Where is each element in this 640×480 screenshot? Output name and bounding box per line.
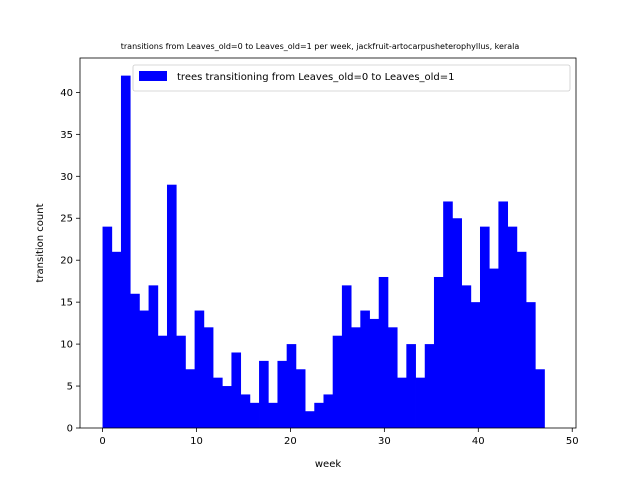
bar-week-bin-33: [406, 344, 416, 428]
legend-box: [132, 64, 571, 92]
y-tick-label: 25: [60, 214, 73, 225]
x-tick-label: 10: [190, 436, 203, 447]
bar-week-bin-24: [323, 394, 334, 428]
bar-week-bin-28: [360, 310, 370, 428]
bar-week-bin-31: [387, 327, 398, 428]
bar-week-bin-35: [424, 344, 435, 428]
y-tick-label: 40: [60, 88, 73, 99]
bar-week-bin-41: [479, 226, 490, 428]
bars-group: [102, 75, 545, 428]
y-axis-label: transition count: [35, 203, 46, 282]
bar-week-bin-18: [268, 402, 278, 428]
y-tick-label: 35: [60, 130, 73, 141]
bar-week-bin-4: [139, 310, 149, 428]
bar-week-bin-30: [378, 276, 389, 428]
x-tick-label: 50: [566, 436, 579, 447]
x-axis-label: week: [315, 459, 341, 470]
bar-week-bin-45: [516, 251, 527, 428]
bar-week-bin-16: [249, 402, 260, 428]
bar-week-bin-14: [231, 352, 242, 428]
bar-week-bin-42: [489, 268, 499, 428]
bar-week-bin-12: [213, 377, 223, 428]
y-tick-label: 5: [67, 382, 73, 393]
legend: trees transitioning from Leaves_old=0 to…: [132, 64, 571, 92]
bar-week-bin-22: [305, 411, 315, 428]
bar-week-bin-9: [185, 369, 196, 428]
bar-week-bin-43: [498, 201, 509, 428]
bar-week-bin-32: [397, 377, 407, 428]
y-axis-ticks: 0 5 10 15 20 25 30 35 40: [60, 88, 80, 435]
bar-week-bin-3: [130, 293, 140, 428]
bar-week-bin-21: [295, 369, 306, 428]
bar-week-bin-46: [526, 302, 536, 428]
legend-label: trees transitioning from Leaves_old=0 to…: [177, 72, 455, 83]
bar-week-bin-25: [332, 335, 343, 428]
legend-swatch: [139, 71, 167, 81]
plot-frame: [79, 57, 577, 429]
x-axis-ticks: 0 10 20 30 40 50: [99, 428, 579, 447]
x-tick-label: 30: [378, 436, 391, 447]
bar-week-bin-20: [286, 344, 297, 428]
bar-week-bin-26: [341, 285, 352, 428]
bar-week-bin-10: [194, 310, 205, 428]
x-tick-label: 0: [99, 436, 105, 447]
bar-week-bin-6: [157, 335, 168, 428]
bar-week-bin-17: [259, 360, 269, 428]
bar-week-bin-29: [369, 318, 380, 428]
bar-week-bin-1: [111, 251, 122, 428]
bar-week-bin-19: [277, 360, 288, 428]
bar-week-bin-27: [351, 327, 361, 428]
bar-week-bin-8: [176, 335, 186, 428]
bar-week-bin-40: [470, 302, 481, 428]
y-tick-label: 20: [60, 256, 73, 267]
y-tick-label: 10: [60, 340, 73, 351]
chart-title: transitions from Leaves_old=0 to Leaves_…: [121, 42, 520, 51]
y-tick-label: 0: [67, 424, 73, 435]
bar-week-bin-13: [222, 386, 232, 428]
bar-week-bin-47: [535, 369, 545, 428]
bar-week-bin-34: [415, 377, 426, 428]
y-tick-label: 30: [60, 172, 73, 183]
bar-week-bin-5: [148, 285, 159, 428]
x-tick-label: 20: [284, 436, 297, 447]
y-tick-label: 15: [60, 298, 73, 309]
bar-week-bin-2: [120, 75, 131, 428]
bar-week-bin-36: [433, 276, 444, 428]
x-tick-label: 40: [472, 436, 485, 447]
bar-week-bin-44: [507, 226, 518, 428]
bar-week-bin-23: [314, 402, 324, 428]
bar-week-bin-39: [461, 285, 472, 428]
bar-week-bin-7: [166, 184, 177, 428]
bar-week-bin-11: [203, 327, 214, 428]
bar-week-bin-15: [240, 394, 251, 428]
bar-week-bin-0: [102, 226, 113, 428]
bar-week-bin-37: [443, 201, 453, 428]
bar-week-bin-38: [452, 218, 462, 428]
